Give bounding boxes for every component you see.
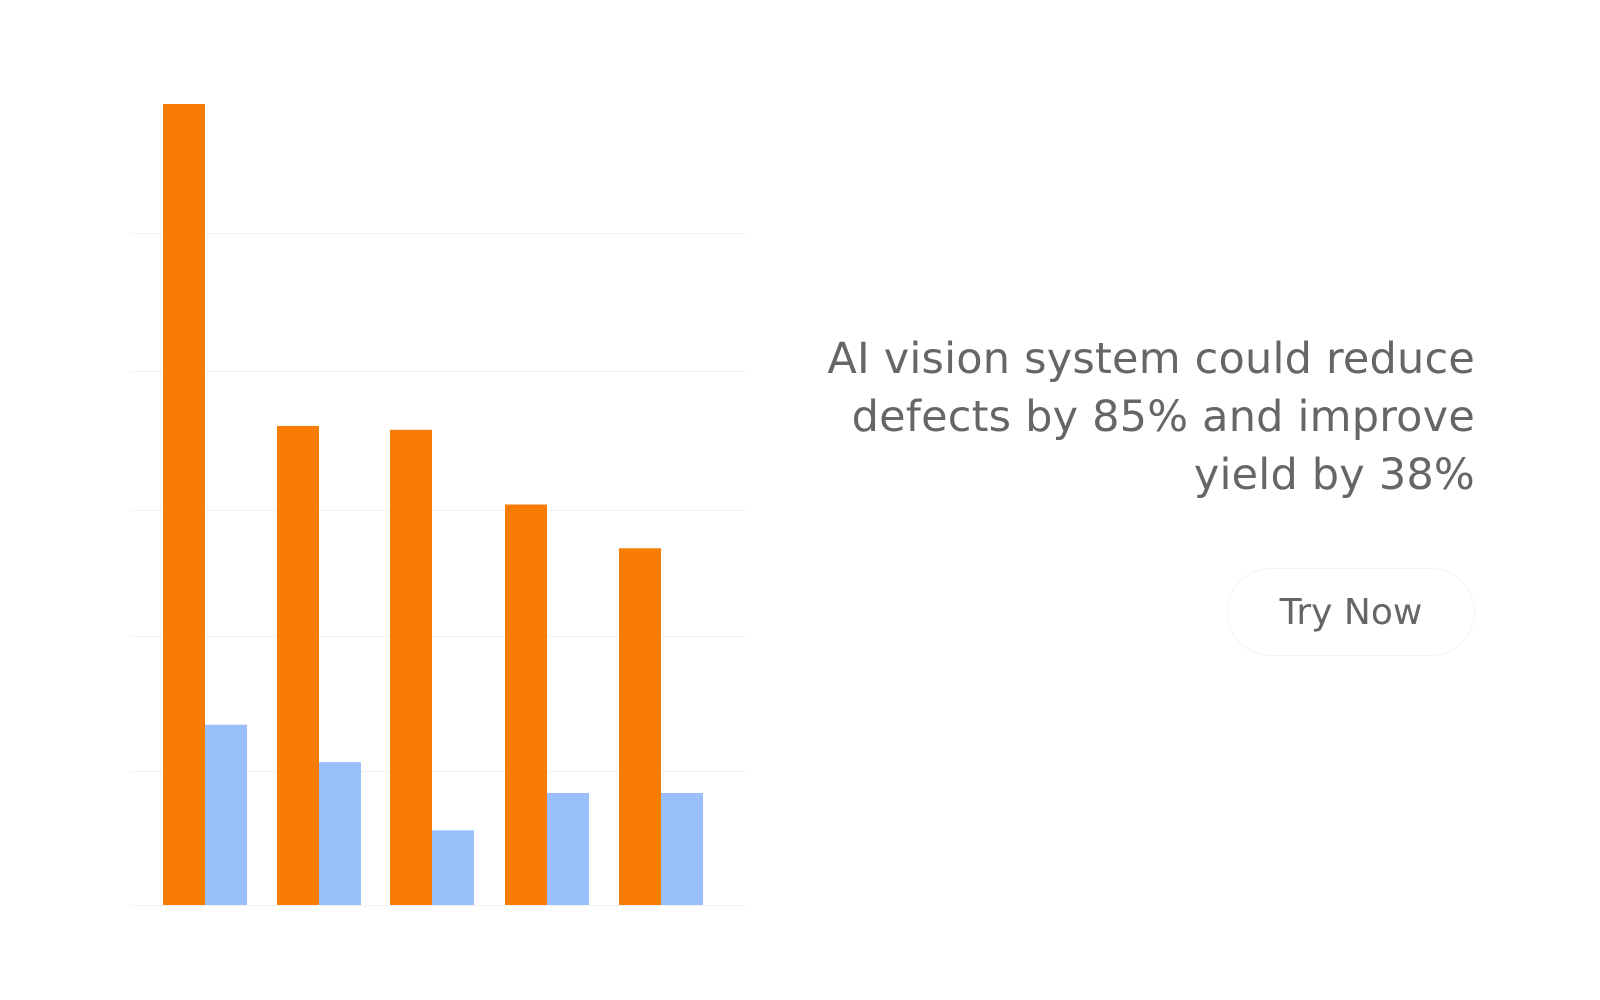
headline-line-1: AI vision system could reduce <box>827 334 1475 384</box>
bar-series-2-category-1 <box>205 724 247 905</box>
bar-series-2-category-2 <box>319 762 361 905</box>
bar-series-2-category-5 <box>661 792 703 905</box>
bar-series-1-category-4 <box>505 504 547 905</box>
bar-chart <box>0 0 780 1000</box>
bar-chart-svg <box>130 104 745 906</box>
try-now-label: Try Now <box>1279 591 1423 633</box>
promo-section: AI vision system could reduce defects by… <box>755 330 1475 656</box>
bar-series-2-category-3 <box>432 830 474 905</box>
bar-series-1-category-2 <box>277 425 319 905</box>
headline-line-2: defects by 85% and improve <box>851 392 1475 442</box>
bar-series-1-category-1 <box>163 104 205 905</box>
bar-series-2-category-4 <box>547 792 589 905</box>
try-now-button[interactable]: Try Now <box>1227 568 1475 656</box>
headline: AI vision system could reduce defects by… <box>827 330 1475 504</box>
bar-series-1-category-3 <box>390 429 432 905</box>
headline-line-3: yield by 38% <box>1193 450 1475 500</box>
bar-series-1-category-5 <box>619 548 661 905</box>
